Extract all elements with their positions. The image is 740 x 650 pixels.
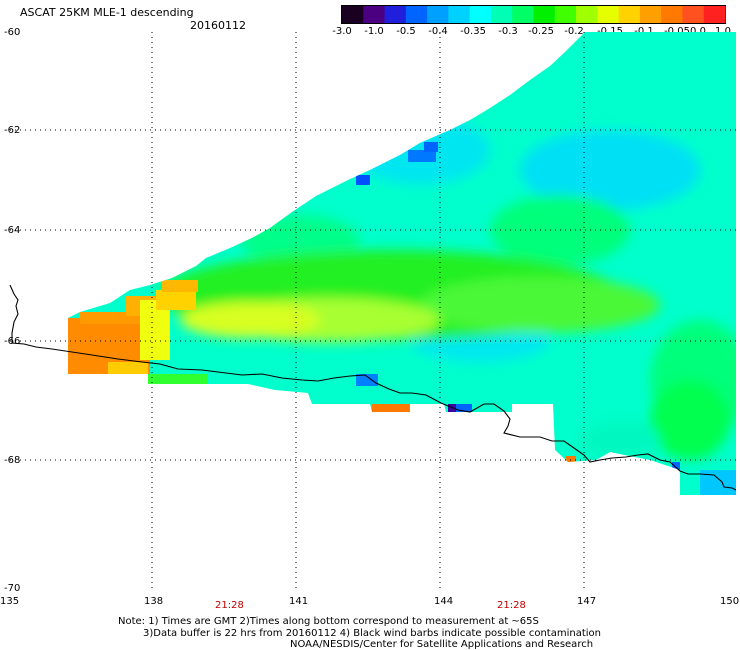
colorbar-swatch [554,6,577,23]
colorbar-swatch [405,6,428,23]
colorbar-swatch [342,6,364,23]
lat-label: -64 [4,225,20,236]
colorbar-swatch [384,6,407,23]
lat-label: -62 [4,125,20,136]
coastline [9,284,737,491]
lon-label: 150 [720,596,739,607]
pass-time: 21:28 [215,600,244,611]
colorbar-swatch [639,6,662,23]
lat-label: -60 [4,27,20,38]
wind-data-swath [68,32,736,495]
lon-label: 138 [144,596,163,607]
credit-line: NOAA/NESDIS/Center for Satellite Applica… [290,639,594,650]
note-line: 3)Data buffer is 22 hrs from 20160112 4)… [143,628,601,639]
lat-label: -68 [4,455,20,466]
colorbar-label: -0.2 [564,26,584,37]
lat-label: -66 [4,336,20,347]
colorbar-segments [342,6,726,23]
colorbar-label: 0.0 [690,26,706,37]
lon-label: 141 [289,596,308,607]
colorbar-swatch [618,6,641,23]
product-title: ASCAT 25KM MLE-1 descending [20,6,194,19]
colorbar-swatch [661,6,684,23]
colorbar-label: -0.05 [664,26,690,37]
colorbar-label: -0.4 [428,26,448,37]
colorbar-label: -0.5 [396,26,416,37]
colorbar-swatch [576,6,598,23]
colorbar-labels: -3.0 -1.0 -0.5 -0.4 -0.35 -0.3 -0.25 -0.… [332,26,734,38]
colorbar-swatch [512,6,535,23]
lon-label: 144 [434,596,453,607]
lon-label: 135 [0,596,19,607]
pass-time: 21:28 [497,600,526,611]
colorbar-swatch [427,6,449,23]
colorbar-label: -0.25 [528,26,554,37]
colorbar-swatch [597,6,620,23]
lat-lon-grid [10,32,736,588]
colorbar-label: -1.0 [364,26,384,37]
colorbar-swatch [363,6,386,23]
colorbar-swatch [533,6,556,23]
colorbar-label: -0.15 [597,26,623,37]
colorbar-swatch [490,6,513,23]
colorbar-label: -0.1 [634,26,654,37]
lat-label: -70 [4,583,20,594]
colorbar-swatch [703,6,726,23]
colorbar-swatch [682,6,705,23]
lon-label: 147 [577,596,596,607]
colorbar-label: -0.35 [460,26,486,37]
colorbar-label: 1.0 [715,26,731,37]
colorbar-label: -3.0 [332,26,352,37]
colorbar-swatch [448,6,471,23]
product-date: 20160112 [190,19,246,32]
colorbar-label: -0.3 [498,26,518,37]
note-line: Note: 1) Times are GMT 2)Times along bot… [118,616,539,627]
colorbar-swatch [469,6,492,23]
